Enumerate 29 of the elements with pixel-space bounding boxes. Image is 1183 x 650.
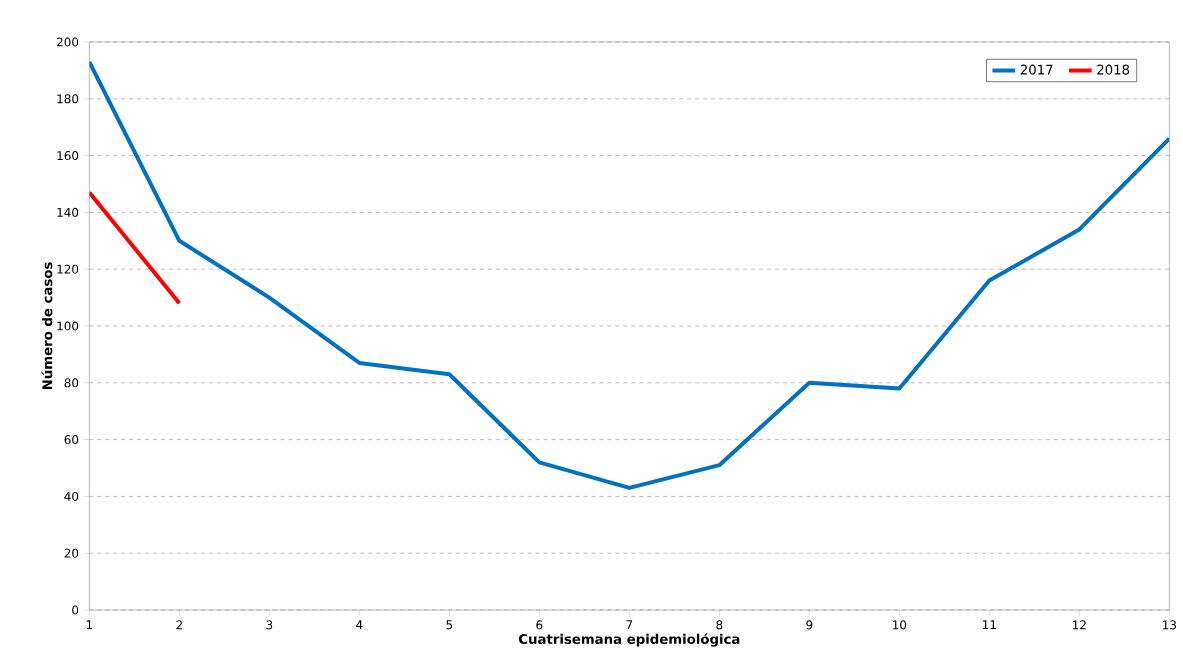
x-tick-label: 6: [536, 620, 543, 630]
y-tick-label: 0: [72, 605, 79, 615]
legend-label: 2017: [1020, 64, 1053, 75]
x-axis-title: Cuatrisemana epidemiológica: [518, 633, 740, 647]
y-tick-label: 60: [64, 435, 79, 445]
x-tick-label: 8: [716, 620, 723, 630]
y-axis-title: Número de casos: [41, 262, 53, 390]
y-tick-label: 200: [57, 37, 79, 47]
y-tick-label: 80: [64, 378, 79, 388]
x-tick-label: 7: [626, 620, 633, 630]
y-tick-label: 160: [57, 151, 79, 161]
x-tick-label: 4: [356, 620, 363, 630]
y-tick-label: 140: [57, 207, 79, 217]
x-tick-label: 2: [176, 620, 182, 630]
x-tick-label: 3: [266, 620, 273, 630]
y-tick-label: 120: [57, 264, 79, 274]
x-tick-label: 9: [806, 620, 813, 630]
y-tick-label: 100: [57, 321, 79, 331]
y-tick-label: 40: [64, 491, 79, 501]
x-tick-label: 13: [1163, 620, 1176, 630]
x-tick-label: 10: [893, 620, 907, 630]
legend-label: 2018: [1097, 64, 1130, 75]
x-tick-label: 5: [446, 620, 453, 630]
x-tick-label: 12: [1073, 620, 1086, 630]
x-tick-label: 11: [983, 620, 996, 630]
y-tick-label: 20: [64, 548, 79, 558]
x-tick-label: 1: [86, 620, 93, 630]
line-series: [89, 59, 1170, 490]
y-tick-label: 180: [57, 94, 79, 104]
